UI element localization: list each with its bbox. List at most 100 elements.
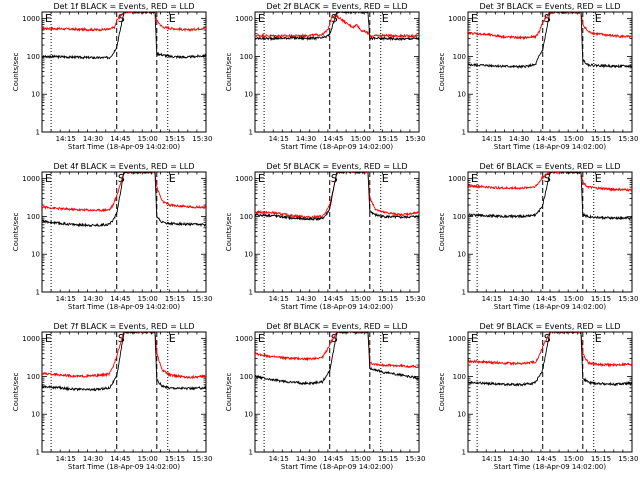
y-tick-label: 1000	[235, 175, 253, 183]
marker-e: E	[595, 172, 602, 185]
y-tick-label: 100	[27, 213, 40, 221]
series-line-events	[255, 332, 419, 386]
x-tick-label: 15:15	[165, 295, 185, 303]
y-tick-label: 1	[249, 129, 253, 137]
marker-s: S	[331, 12, 338, 25]
series-line-lld	[255, 332, 419, 369]
plot-frame	[254, 11, 420, 133]
series-line-lld	[468, 12, 632, 41]
plot-frame	[467, 331, 633, 453]
x-tick-label: 14:45	[323, 455, 343, 463]
plot-frame	[254, 171, 420, 293]
y-axis-label: Counts/sec	[438, 213, 446, 252]
x-axis-label: Start Time (18-Apr-09 14:02:00)	[68, 143, 180, 151]
marker-e: E	[169, 172, 176, 185]
x-tick-label: 14:30	[83, 135, 103, 143]
series-line-events	[42, 332, 206, 392]
x-tick-label: 15:00	[564, 135, 584, 143]
marker-s: S	[544, 172, 551, 185]
y-tick-label: 100	[453, 53, 466, 61]
x-tick-label: 15:30	[192, 135, 212, 143]
x-axis-label: Start Time (18-Apr-09 14:02:00)	[494, 463, 606, 471]
marker-s: S	[544, 12, 551, 25]
x-tick-label: 15:30	[405, 455, 425, 463]
x-tick-label: 15:15	[591, 135, 611, 143]
x-axis-label: Start Time (18-Apr-09 14:02:00)	[281, 303, 393, 311]
x-tick-label: 14:15	[56, 135, 76, 143]
marker-e: E	[382, 12, 389, 25]
x-tick-label: 14:45	[323, 135, 343, 143]
marker-s: S	[118, 332, 125, 345]
x-tick-label: 14:30	[83, 455, 103, 463]
plot-frame	[254, 331, 420, 453]
x-axis-label: Start Time (18-Apr-09 14:02:00)	[494, 143, 606, 151]
series-line-events	[468, 12, 632, 70]
x-tick-label: 15:30	[405, 295, 425, 303]
marker-s: S	[118, 12, 125, 25]
x-tick-label: 14:45	[536, 295, 556, 303]
x-tick-label: 14:15	[56, 455, 76, 463]
y-tick-label: 1	[462, 449, 466, 457]
x-tick-label: 14:45	[110, 135, 130, 143]
y-tick-label: 100	[240, 53, 253, 61]
y-tick-label: 100	[240, 213, 253, 221]
marker-s: S	[544, 332, 551, 345]
marker-e: E	[471, 12, 478, 25]
x-axis-label: Start Time (18-Apr-09 14:02:00)	[494, 303, 606, 311]
y-tick-label: 1000	[22, 335, 40, 343]
y-axis-label: Counts/sec	[225, 373, 233, 412]
x-axis-label: Start Time (18-Apr-09 14:02:00)	[68, 303, 180, 311]
series-line-events	[42, 172, 206, 228]
y-tick-label: 10	[31, 411, 40, 419]
detector-panel-7: Det 7f BLACK = Events, RED = LLD 1 10 100 10…	[12, 322, 212, 471]
x-tick-label: 15:15	[378, 295, 398, 303]
plot-frame	[41, 331, 207, 453]
y-tick-label: 10	[244, 411, 253, 419]
y-tick-label: 100	[453, 373, 466, 381]
x-axis-label: Start Time (18-Apr-09 14:02:00)	[281, 463, 393, 471]
y-axis-label: Counts/sec	[12, 373, 20, 412]
x-axis-label: Start Time (18-Apr-09 14:02:00)	[68, 463, 180, 471]
panel-title: Det 6f BLACK = Events, RED = LLD	[479, 162, 620, 171]
x-tick-label: 15:00	[564, 295, 584, 303]
x-tick-label: 15:00	[351, 135, 371, 143]
panel-title: Det 1f BLACK = Events, RED = LLD	[53, 2, 194, 11]
x-tick-label: 15:15	[378, 135, 398, 143]
panel-title: Det 7f BLACK = Events, RED = LLD	[53, 322, 194, 331]
y-axis-label: Counts/sec	[225, 53, 233, 92]
x-tick-label: 15:00	[351, 455, 371, 463]
y-tick-label: 100	[453, 213, 466, 221]
series-line-events	[468, 172, 632, 221]
marker-e: E	[382, 172, 389, 185]
series-line-lld	[255, 172, 419, 220]
y-tick-label: 1000	[448, 335, 466, 343]
y-tick-label: 1	[462, 289, 466, 297]
x-tick-label: 15:00	[564, 455, 584, 463]
marker-e: E	[169, 12, 176, 25]
y-tick-label: 1000	[22, 15, 40, 23]
x-tick-label: 14:15	[482, 135, 502, 143]
y-axis-label: Counts/sec	[438, 373, 446, 412]
x-tick-label: 15:15	[591, 455, 611, 463]
x-tick-label: 15:15	[165, 135, 185, 143]
detector-panel-8: Det 8f BLACK = Events, RED = LLD 1 10 100 10…	[225, 322, 425, 471]
marker-e: E	[382, 332, 389, 345]
x-tick-label: 14:15	[56, 295, 76, 303]
y-tick-label: 1	[36, 289, 40, 297]
marker-e: E	[258, 12, 265, 25]
series-line-lld	[255, 13, 419, 39]
series-line-events	[42, 12, 206, 60]
x-tick-label: 15:15	[378, 455, 398, 463]
y-tick-label: 1	[36, 449, 40, 457]
y-tick-label: 10	[31, 91, 40, 99]
y-axis-label: Counts/sec	[438, 53, 446, 92]
y-tick-label: 1	[249, 449, 253, 457]
x-tick-label: 14:15	[482, 455, 502, 463]
y-tick-label: 100	[27, 53, 40, 61]
marker-e: E	[471, 172, 478, 185]
x-axis-label: Start Time (18-Apr-09 14:02:00)	[281, 143, 393, 151]
detector-panel-4: Det 4f BLACK = Events, RED = LLD 1 10 100 10…	[12, 162, 212, 311]
x-tick-label: 14:45	[110, 295, 130, 303]
marker-s: S	[331, 172, 338, 185]
